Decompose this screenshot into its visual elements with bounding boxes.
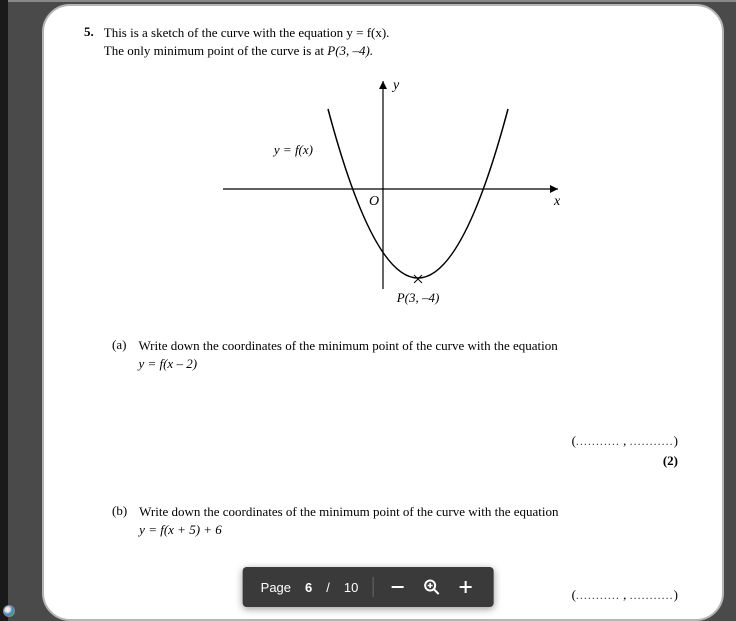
intro-line2-prefix: The only minimum point of the curve is a… xyxy=(104,43,328,58)
svg-text:P(3, –4): P(3, –4) xyxy=(396,290,440,305)
paren-close-b: ) xyxy=(674,587,678,602)
pdf-toolbar: Page 6 / 10 xyxy=(243,567,494,607)
zoom-in-button[interactable] xyxy=(455,577,475,597)
part-a-prompt: Write down the coordinates of the minimu… xyxy=(138,338,557,353)
top-border xyxy=(8,0,736,2)
page-sep: / xyxy=(326,580,330,595)
intro-point: P(3, –4). xyxy=(327,43,373,58)
magnifier-icon xyxy=(422,578,440,596)
answer-sep-b: , xyxy=(620,587,630,602)
answer-sep: , xyxy=(620,433,630,448)
part-b-label: (b) xyxy=(112,503,127,604)
answer-blank-2: ........... xyxy=(630,434,674,448)
answer-blank-b1: ........... xyxy=(576,588,620,602)
part-a: (a) Write down the coordinates of the mi… xyxy=(112,337,682,469)
page-label: Page xyxy=(261,580,291,595)
paren-close: ) xyxy=(674,433,678,448)
part-a-marks: (2) xyxy=(663,452,678,470)
intro-eqn: y = f(x). xyxy=(346,25,389,40)
left-scrollbar-track xyxy=(0,0,8,621)
graph-container: y x Oy = f(x) P(3, –4) xyxy=(84,69,682,323)
svg-text:O: O xyxy=(369,194,379,209)
part-a-answer-line: (........... , ...........) xyxy=(138,432,678,450)
zoom-reset-button[interactable] xyxy=(421,577,441,597)
total-pages: 10 xyxy=(344,580,358,595)
part-b-eqn: y = f(x + 5) + 6 xyxy=(139,522,222,537)
answer-blank-1: ........... xyxy=(576,434,620,448)
chrome-icon[interactable] xyxy=(3,605,15,617)
part-b-prompt: Write down the coordinates of the minimu… xyxy=(139,504,558,519)
document-page: 5. This is a sketch of the curve with th… xyxy=(42,4,724,621)
zoom-out-button[interactable] xyxy=(387,577,407,597)
question-header: 5. This is a sketch of the curve with th… xyxy=(84,24,682,59)
curve-sketch: y x Oy = f(x) P(3, –4) xyxy=(188,69,578,319)
svg-text:y = f(x): y = f(x) xyxy=(272,142,313,157)
question-number: 5. xyxy=(84,24,94,40)
part-a-label: (a) xyxy=(112,337,126,469)
answer-blank-b2: ........... xyxy=(630,588,674,602)
minus-icon xyxy=(389,579,405,595)
part-a-text: Write down the coordinates of the minimu… xyxy=(138,337,682,469)
toolbar-divider xyxy=(372,577,373,597)
svg-text:x: x xyxy=(553,194,561,209)
plus-icon xyxy=(457,579,473,595)
question-parts: (a) Write down the coordinates of the mi… xyxy=(112,337,682,604)
part-a-eqn: y = f(x – 2) xyxy=(138,356,197,371)
question-intro: This is a sketch of the curve with the e… xyxy=(104,24,682,59)
intro-line1-prefix: This is a sketch of the curve with the e… xyxy=(104,25,347,40)
current-page[interactable]: 6 xyxy=(305,580,312,595)
svg-text:y: y xyxy=(391,78,400,93)
